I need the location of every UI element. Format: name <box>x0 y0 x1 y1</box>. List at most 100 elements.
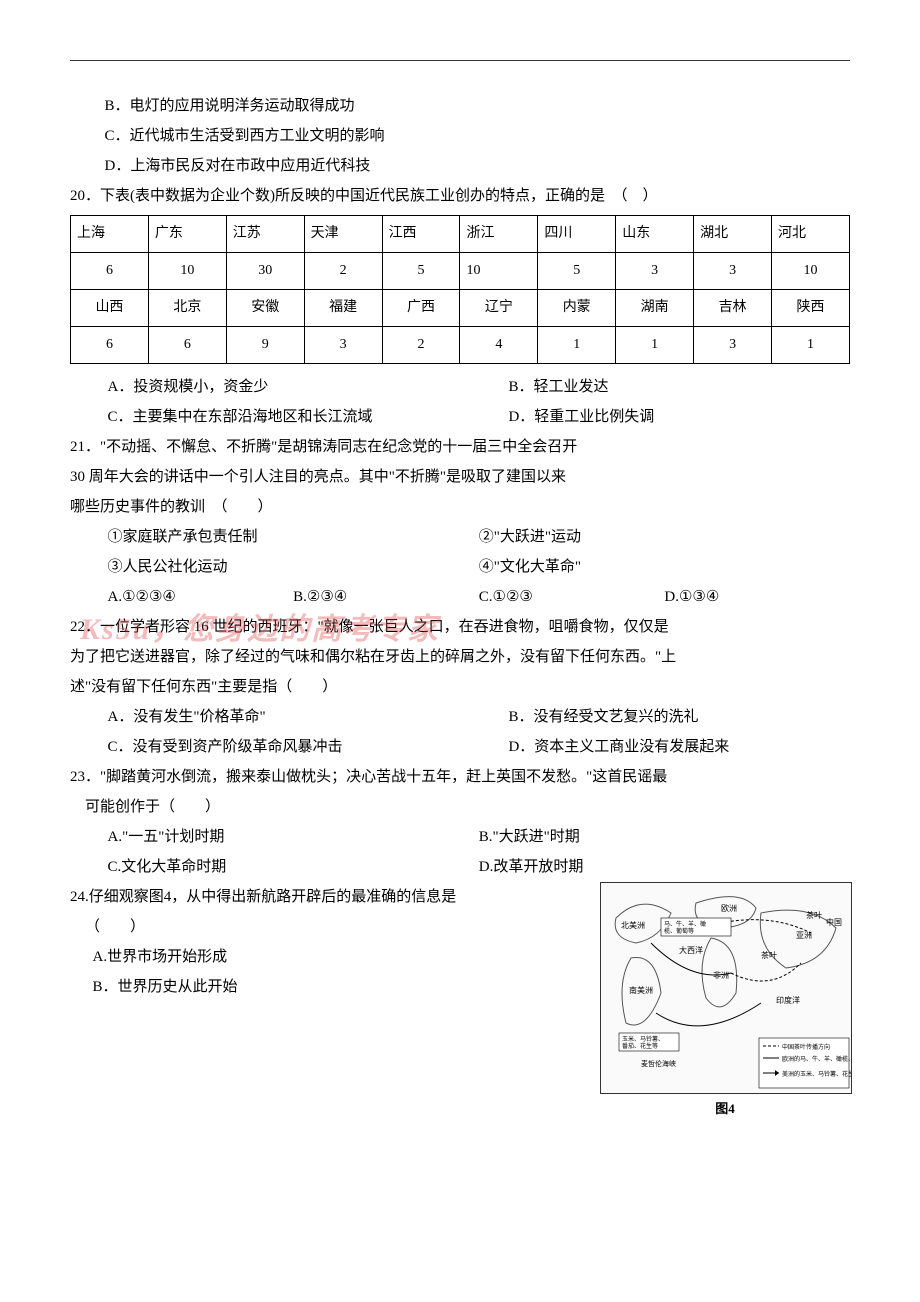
q21-s2: ②"大跃进"运动 <box>479 522 850 552</box>
q22-opt-d: D．资本主义工商业没有发展起来 <box>508 732 850 762</box>
q21-s1: ①家庭联产承包责任制 <box>108 522 479 552</box>
q19-opt-c: C．近代城市生活受到西方工业文明的影响 <box>70 121 850 151</box>
svg-text:茶叶: 茶叶 <box>761 950 777 960</box>
table-cell: 上海 <box>71 216 149 253</box>
q21-line3: 哪些历史事件的教训 （ ） <box>70 492 850 522</box>
svg-text:南美洲: 南美洲 <box>629 985 653 995</box>
table-row: 6 6 9 3 2 4 1 1 3 1 <box>71 327 850 364</box>
table-cell: 2 <box>304 253 382 290</box>
table-cell: 1 <box>616 327 694 364</box>
q24-opt-a: A.世界市场开始形成 <box>70 942 570 972</box>
table-cell: 广西 <box>382 290 460 327</box>
q20-opt-b: B．轻工业发达 <box>508 372 850 402</box>
q23-stem2: 可能创作于（ ） <box>70 792 850 822</box>
q19-opt-b: B．电灯的应用说明洋务运动取得成功 <box>70 91 850 121</box>
table-cell: 10 <box>772 253 850 290</box>
table-cell: 3 <box>694 327 772 364</box>
q20-table: 上海 广东 江苏 天津 江西 浙江 四川 山东 湖北 河北 6 10 30 2 … <box>70 215 850 364</box>
q22-line1: 22．一位学者形容 16 世纪的西班牙："就像一张巨人之口，在吞进食物，咀嚼食物… <box>70 612 850 642</box>
svg-text:中国: 中国 <box>826 917 842 927</box>
svg-text:大西洋: 大西洋 <box>679 945 703 955</box>
table-cell: 5 <box>538 253 616 290</box>
table-cell: 5 <box>382 253 460 290</box>
q24-paren: （ ） <box>70 912 570 942</box>
q21-line1: 21．"不动摇、不懈怠、不折腾"是胡锦涛同志在纪念党的十一届三中全会召开 <box>70 432 850 462</box>
table-cell: 10 <box>460 253 538 290</box>
table-cell: 江苏 <box>226 216 304 253</box>
table-cell: 湖南 <box>616 290 694 327</box>
svg-text:番茄、花生等: 番茄、花生等 <box>622 1042 658 1050</box>
table-cell: 内蒙 <box>538 290 616 327</box>
q21-line2: 30 周年大会的讲话中一个引人注目的亮点。其中"不折腾"是吸取了建国以来 <box>70 462 850 492</box>
svg-text:欧洲: 欧洲 <box>721 903 737 913</box>
q20-opt-c: C．主要集中在东部沿海地区和长江流域 <box>108 402 509 432</box>
table-cell: 30 <box>226 253 304 290</box>
table-cell: 6 <box>71 253 149 290</box>
q22-line3: 述"没有留下任何东西"主要是指（ ） <box>70 672 850 702</box>
q21-opt-b: B.②③④ <box>293 582 479 612</box>
svg-text:麦哲伦海峡: 麦哲伦海峡 <box>641 1059 676 1068</box>
q20-stem: 20．下表(表中数据为企业个数)所反映的中国近代民族工业创办的特点，正确的是 （… <box>70 181 850 211</box>
table-cell: 浙江 <box>460 216 538 253</box>
q20-opt-d: D．轻重工业比例失调 <box>508 402 850 432</box>
q22-opt-b: B．没有经受文艺复兴的洗礼 <box>508 702 850 732</box>
svg-text:北美洲: 北美洲 <box>621 920 645 930</box>
figure-4: 北美洲 南美洲 欧洲 非洲 亚洲 中国 大西洋 印度洋 茶叶 茶叶 马、牛、羊、… <box>600 882 850 1122</box>
q21-opt-d: D.①③④ <box>664 582 850 612</box>
table-cell: 山东 <box>616 216 694 253</box>
q19-opt-d: D．上海市民反对在市政中应用近代科技 <box>70 151 850 181</box>
q21-s4: ④"文化大革命" <box>479 552 850 582</box>
table-cell: 1 <box>538 327 616 364</box>
table-cell: 陕西 <box>772 290 850 327</box>
svg-text:印度洋: 印度洋 <box>776 995 800 1005</box>
figure-caption: 图4 <box>600 1096 850 1122</box>
table-cell: 四川 <box>538 216 616 253</box>
svg-text:美洲的玉米、马铃薯、花生等: 美洲的玉米、马铃薯、花生等 <box>782 1070 852 1078</box>
top-rule <box>70 60 850 61</box>
q22-opt-a: A．没有发生"价格革命" <box>108 702 509 732</box>
table-cell: 6 <box>71 327 149 364</box>
table-cell: 10 <box>148 253 226 290</box>
q23-opt-c: C.文化大革命时期 <box>108 852 479 882</box>
svg-text:欧洲的马、牛、羊、橄榄、葡萄等: 欧洲的马、牛、羊、橄榄、葡萄等 <box>782 1055 852 1063</box>
svg-text:玉米、马铃薯、: 玉米、马铃薯、 <box>622 1035 664 1043</box>
q21-opt-a: A.①②③④ <box>108 582 294 612</box>
table-cell: 山西 <box>71 290 149 327</box>
q23-opt-a: A."一五"计划时期 <box>108 822 479 852</box>
table-cell: 6 <box>148 327 226 364</box>
table-cell: 湖北 <box>694 216 772 253</box>
table-cell: 3 <box>694 253 772 290</box>
table-cell: 北京 <box>148 290 226 327</box>
table-cell: 1 <box>772 327 850 364</box>
table-cell: 2 <box>382 327 460 364</box>
table-cell: 3 <box>304 327 382 364</box>
table-cell: 辽宁 <box>460 290 538 327</box>
q20-opt-a: A．投资规模小，资金少 <box>108 372 509 402</box>
table-cell: 安徽 <box>226 290 304 327</box>
q21-opt-c: C.①②③ <box>479 582 665 612</box>
svg-text:中国茶叶传播方向: 中国茶叶传播方向 <box>782 1043 830 1051</box>
table-cell: 广东 <box>148 216 226 253</box>
table-row: 山西 北京 安徽 福建 广西 辽宁 内蒙 湖南 吉林 陕西 <box>71 290 850 327</box>
svg-text:非洲: 非洲 <box>713 970 729 980</box>
svg-text:马、牛、羊、橄: 马、牛、羊、橄 <box>664 920 706 928</box>
table-cell: 福建 <box>304 290 382 327</box>
table-row: 6 10 30 2 5 10 5 3 3 10 <box>71 253 850 290</box>
table-cell: 3 <box>616 253 694 290</box>
q22-line2: 为了把它送进器官，除了经过的气味和偶尔粘在牙齿上的碎屑之外，没有留下任何东西。"… <box>70 642 850 672</box>
q23-opt-b: B."大跃进"时期 <box>479 822 850 852</box>
svg-text:茶叶: 茶叶 <box>806 910 822 920</box>
world-map-icon: 北美洲 南美洲 欧洲 非洲 亚洲 中国 大西洋 印度洋 茶叶 茶叶 马、牛、羊、… <box>600 882 852 1094</box>
table-cell: 河北 <box>772 216 850 253</box>
table-cell: 天津 <box>304 216 382 253</box>
q23-opt-d: D.改革开放时期 <box>479 852 850 882</box>
table-cell: 4 <box>460 327 538 364</box>
table-row: 上海 广东 江苏 天津 江西 浙江 四川 山东 湖北 河北 <box>71 216 850 253</box>
q23-stem: 23．"脚踏黄河水倒流，搬来泰山做枕头；决心苦战十五年，赶上英国不发愁。"这首民… <box>70 762 850 792</box>
table-cell: 吉林 <box>694 290 772 327</box>
svg-text:亚洲: 亚洲 <box>796 931 812 940</box>
q24-stem: 24.仔细观察图4，从中得出新航路开辟后的最准确的信息是 <box>70 882 570 912</box>
svg-text:榄、葡萄等: 榄、葡萄等 <box>664 927 694 935</box>
q24-opt-b: B．世界历史从此开始 <box>70 972 570 1002</box>
q22-opt-c: C．没有受到资产阶级革命风暴冲击 <box>108 732 509 762</box>
